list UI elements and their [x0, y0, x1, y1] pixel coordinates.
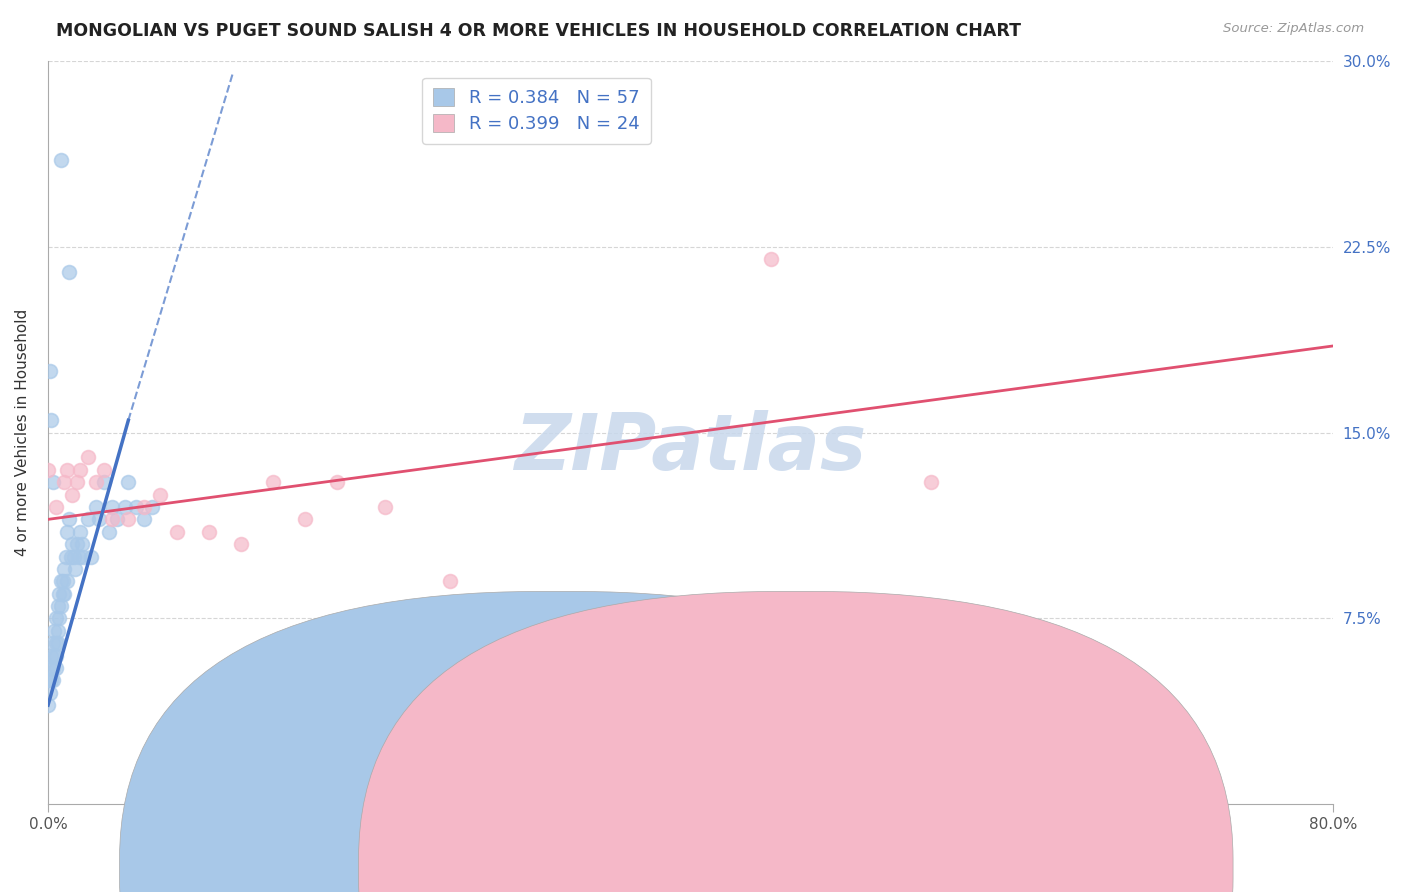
Y-axis label: 4 or more Vehicles in Household: 4 or more Vehicles in Household [15, 309, 30, 557]
Point [77, 512, 100, 526]
Point [37, 698, 59, 713]
Text: Source: ZipAtlas.com: Source: ZipAtlas.com [1223, 22, 1364, 36]
Point [51, 587, 73, 601]
Point [149, 487, 172, 501]
Point [39, 673, 62, 688]
Point [262, 475, 284, 490]
Text: Mongolians: Mongolians [591, 863, 682, 877]
Point [141, 500, 163, 514]
Point [114, 500, 136, 514]
Point [60, 537, 83, 551]
Point [66, 537, 89, 551]
Point [38, 686, 60, 700]
Point [49, 599, 72, 613]
Point [53, 475, 76, 490]
Point [39, 413, 62, 427]
Point [37, 673, 59, 688]
Point [55, 549, 77, 564]
Point [69, 463, 91, 477]
Point [46, 636, 69, 650]
Point [51, 574, 73, 589]
Text: Puget Sound Salish: Puget Sound Salish [815, 863, 970, 877]
Point [374, 500, 396, 514]
Point [98, 524, 121, 539]
Point [38, 364, 60, 378]
Point [58, 265, 80, 279]
Point [101, 512, 124, 526]
Point [45, 636, 67, 650]
Point [93, 475, 115, 490]
Point [45, 661, 67, 675]
Point [46, 624, 69, 638]
Point [134, 512, 156, 526]
Point [229, 537, 252, 551]
Point [45, 648, 67, 663]
Point [45, 500, 67, 514]
Point [44, 624, 66, 638]
Point [84, 475, 107, 490]
Point [80, 549, 103, 564]
Point [69, 524, 91, 539]
Point [326, 475, 349, 490]
Point [62, 549, 84, 564]
Point [42, 673, 65, 688]
Point [93, 463, 115, 477]
Point [38, 661, 60, 675]
Point [42, 636, 65, 650]
Point [56, 463, 79, 477]
Point [53, 562, 76, 576]
Point [117, 475, 139, 490]
Point [46, 599, 69, 613]
Point [42, 475, 65, 490]
Point [125, 500, 148, 514]
Point [294, 512, 316, 526]
Point [56, 574, 79, 589]
Point [134, 500, 156, 514]
Point [66, 475, 89, 490]
Point [58, 512, 80, 526]
Point [101, 500, 124, 514]
Point [42, 661, 65, 675]
Point [39, 648, 62, 663]
Point [60, 487, 83, 501]
Point [45, 611, 67, 625]
Point [197, 524, 219, 539]
Legend: R = 0.384   N = 57, R = 0.399   N = 24: R = 0.384 N = 57, R = 0.399 N = 24 [422, 78, 651, 145]
Text: ZIPatlas: ZIPatlas [515, 409, 866, 485]
Point [56, 524, 79, 539]
Point [48, 611, 70, 625]
Point [49, 153, 72, 168]
Point [59, 549, 82, 564]
Point [67, 549, 90, 564]
Point [166, 524, 188, 539]
Point [77, 450, 100, 465]
Point [53, 587, 76, 601]
Point [117, 512, 139, 526]
Point [439, 574, 461, 589]
Point [89, 512, 111, 526]
Point [48, 587, 70, 601]
Point [70, 537, 93, 551]
Point [759, 252, 782, 267]
Text: MONGOLIAN VS PUGET SOUND SALISH 4 OR MORE VEHICLES IN HOUSEHOLD CORRELATION CHAR: MONGOLIAN VS PUGET SOUND SALISH 4 OR MOR… [56, 22, 1021, 40]
Point [37, 463, 59, 477]
Point [920, 475, 942, 490]
Point [72, 549, 94, 564]
Point [44, 648, 66, 663]
Point [65, 562, 87, 576]
Point [105, 512, 128, 526]
Point [84, 500, 107, 514]
Point [49, 574, 72, 589]
